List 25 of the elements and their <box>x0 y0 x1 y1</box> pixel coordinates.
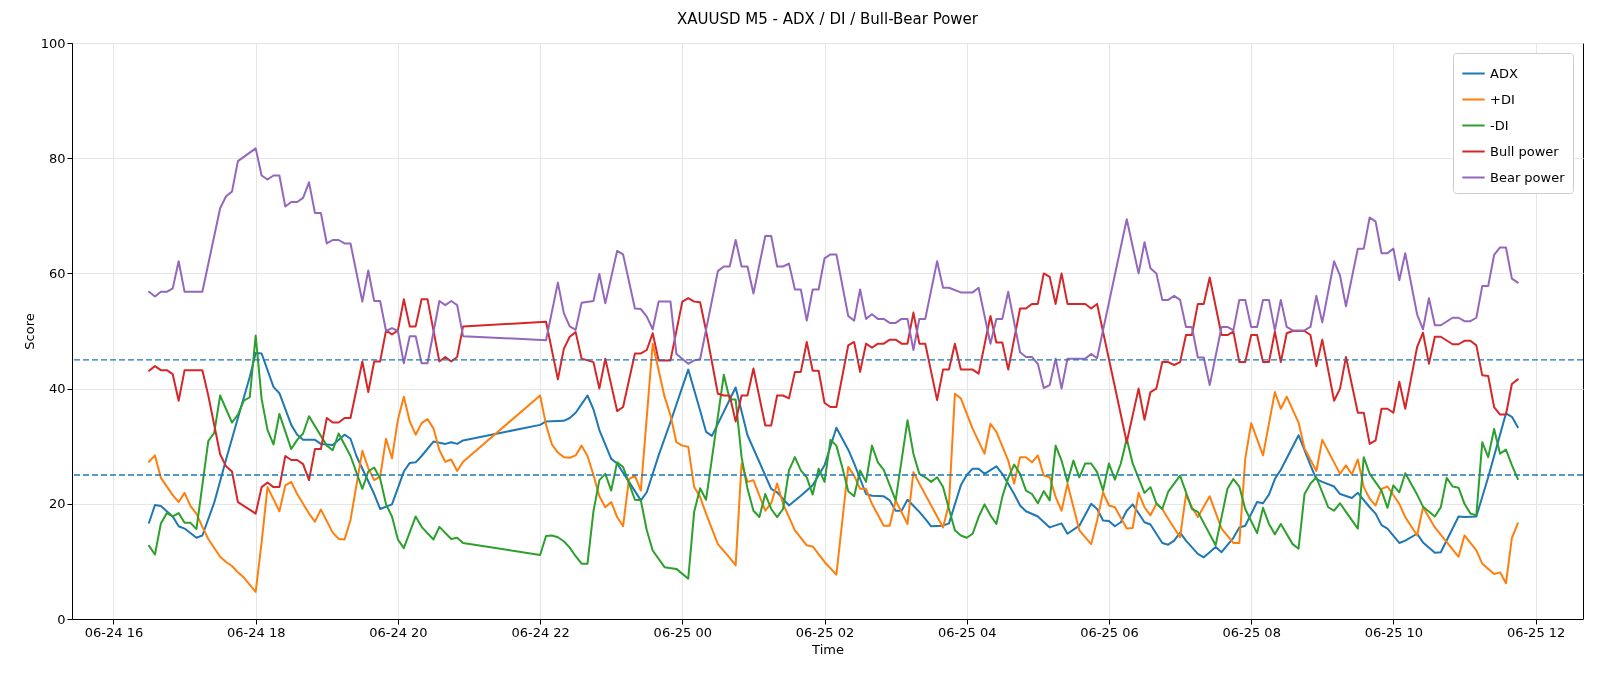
x-tick-label: 06-25 06 <box>1080 624 1139 640</box>
x-axis-title: Time <box>811 641 844 657</box>
y-tick-label: 100 <box>40 35 66 51</box>
y-tick-label: 60 <box>48 265 66 281</box>
x-tick-label: 06-25 04 <box>938 624 997 640</box>
y-tick-label: 80 <box>48 150 66 166</box>
y-tick-label: 40 <box>48 381 66 397</box>
chart-title: XAUUSD M5 - ADX / DI / Bull-Bear Power <box>676 10 979 28</box>
x-tick-label: 06-25 08 <box>1222 624 1281 640</box>
legend-label: Bear power <box>1490 169 1566 185</box>
x-tick-label: 06-24 20 <box>369 624 428 640</box>
legend-label: -DI <box>1490 117 1509 133</box>
legend-label: +DI <box>1490 91 1515 107</box>
x-tick-label: 06-25 00 <box>653 624 713 640</box>
legend-label: Bull power <box>1490 143 1560 159</box>
y-tick-label: 0 <box>57 611 66 627</box>
x-tick-label: 06-24 22 <box>511 624 570 640</box>
x-tick-label: 06-25 10 <box>1364 624 1424 640</box>
x-tick-label: 06-24 18 <box>226 624 286 640</box>
y-axis-title: Score <box>21 313 37 350</box>
y-tick-label: 20 <box>48 496 66 512</box>
x-tick-label: 06-24 16 <box>84 624 144 640</box>
x-tick-label: 06-25 12 <box>1506 624 1566 640</box>
x-tick-label: 06-25 02 <box>795 624 855 640</box>
legend-label: ADX <box>1490 65 1518 81</box>
